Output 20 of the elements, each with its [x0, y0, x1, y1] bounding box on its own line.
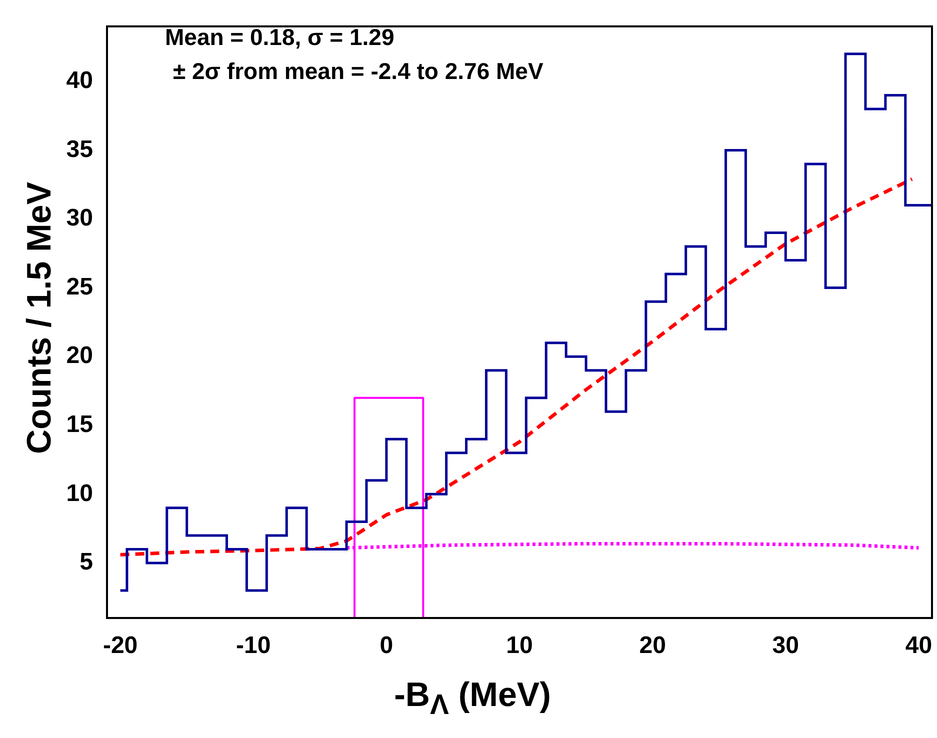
x-tick-label: 40 — [905, 632, 932, 660]
x-tick-label: 0 — [380, 632, 394, 660]
x-tick-label: -20 — [102, 632, 138, 660]
x-axis-title: -B$_{Λ}$ (MeV) — [393, 676, 552, 722]
y-tick-label: 10 — [66, 480, 93, 507]
y-tick-label: 5 — [80, 548, 93, 576]
y-tick-label: 25 — [66, 273, 93, 300]
annotation: Mean = 0.18, σ = 1.29 — [165, 24, 394, 51]
x-tick-label: 30 — [772, 632, 799, 660]
y-tick-label: 35 — [66, 136, 93, 163]
y-tick-label: 20 — [66, 342, 93, 370]
annotation: ± 2σ from mean = -2.4 to 2.76 MeV — [173, 58, 544, 85]
y-axis-title: Counts / 1.5 MeV — [20, 182, 60, 454]
line-series — [118, 177, 914, 556]
y-tick-label: 15 — [66, 411, 93, 438]
x-tick-label: -10 — [236, 632, 271, 660]
x-tick-label: 20 — [639, 632, 666, 660]
x-tick-label: 10 — [506, 632, 533, 660]
y-tick-label: 30 — [66, 204, 93, 232]
y-tick-label: 40 — [66, 67, 93, 94]
